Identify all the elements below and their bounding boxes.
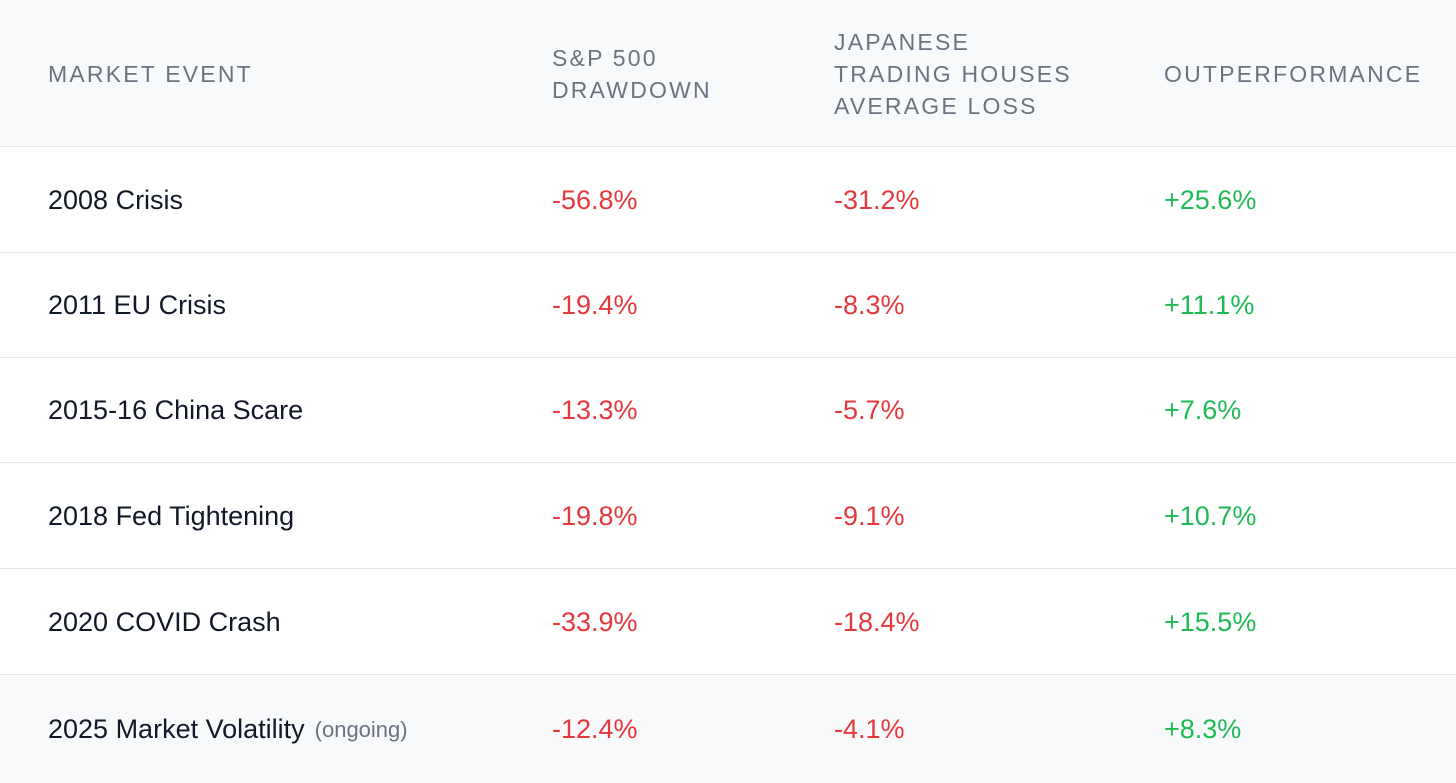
event-cell: 2018 Fed Tightening — [48, 501, 295, 531]
sp-drawdown-cell: -12.4% — [552, 714, 638, 744]
outperformance-cell: +10.7% — [1164, 501, 1257, 531]
jp-loss-cell: -5.7% — [834, 395, 905, 425]
table-row: 2018 Fed Tightening -19.8% -9.1% +10.7% — [0, 464, 1456, 569]
jp-loss-cell: -4.1% — [834, 714, 905, 744]
table-row: 2015-16 China Scare -13.3% -5.7% +7.6% — [0, 358, 1456, 463]
jp-loss-cell: -9.1% — [834, 501, 905, 531]
event-cell: 2020 COVID Crash — [48, 607, 281, 637]
header-market-event: MARKET EVENT — [48, 60, 253, 87]
event-cell: 2011 EU Crisis — [48, 290, 227, 320]
table-row: 2011 EU Crisis -19.4% -8.3% +11.1% — [0, 253, 1456, 358]
sp-drawdown-cell: -13.3% — [552, 395, 638, 425]
sp-drawdown-cell: -19.4% — [552, 290, 638, 320]
header-outperformance: OUTPERFORMANCE — [1164, 60, 1423, 87]
outperformance-cell: +8.3% — [1164, 714, 1242, 744]
table-row: 2020 COVID Crash -33.9% -18.4% +15.5% — [0, 570, 1456, 675]
event-cell: 2015-16 China Scare — [48, 395, 304, 425]
outperformance-cell: +11.1% — [1164, 290, 1255, 320]
header-sp-drawdown: S&P 500 DRAWDOWN — [552, 44, 712, 103]
outperformance-cell: +7.6% — [1164, 395, 1242, 425]
table-row-ongoing: 2025 Market Volatility (ongoing) -12.4% … — [0, 676, 1456, 783]
outperformance-cell: +15.5% — [1164, 607, 1257, 637]
table-row: 2008 Crisis -56.8% -31.2% +25.6% — [0, 148, 1456, 253]
table-header: MARKET EVENT S&P 500 DRAWDOWN JAPANESE T… — [0, 0, 1456, 147]
header-japanese-average-loss: JAPANESE TRADING HOUSES AVERAGE LOSS — [834, 28, 1072, 119]
ongoing-note: (ongoing) — [314, 716, 408, 742]
sp-drawdown-cell: -56.8% — [552, 185, 638, 215]
sp-drawdown-cell: -33.9% — [552, 607, 638, 637]
jp-loss-cell: -31.2% — [834, 185, 920, 215]
event-cell: 2025 Market Volatility (ongoing) — [48, 714, 408, 744]
jp-loss-cell: -18.4% — [834, 607, 920, 637]
sp-drawdown-cell: -19.8% — [552, 501, 638, 531]
event-cell: 2008 Crisis — [48, 185, 184, 215]
outperformance-cell: +25.6% — [1164, 185, 1257, 215]
jp-loss-cell: -8.3% — [834, 290, 905, 320]
